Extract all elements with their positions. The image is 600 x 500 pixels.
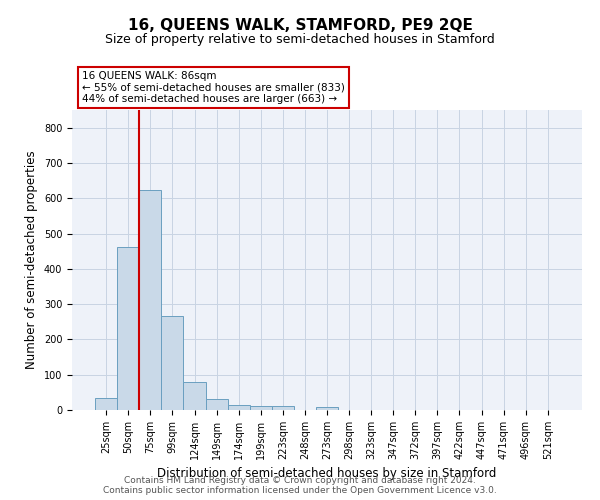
X-axis label: Distribution of semi-detached houses by size in Stamford: Distribution of semi-detached houses by …: [157, 468, 497, 480]
Y-axis label: Number of semi-detached properties: Number of semi-detached properties: [25, 150, 38, 370]
Text: Size of property relative to semi-detached houses in Stamford: Size of property relative to semi-detach…: [105, 32, 495, 46]
Bar: [227, 404, 250, 410]
Text: Contains HM Land Registry data © Crown copyright and database right 2024.
Contai: Contains HM Land Registry data © Crown c…: [103, 476, 497, 495]
Text: 16 QUEENS WALK: 86sqm
← 55% of semi-detached houses are smaller (833)
44% of sem: 16 QUEENS WALK: 86sqm ← 55% of semi-deta…: [82, 71, 345, 104]
Bar: [95, 398, 117, 410]
Bar: [316, 407, 338, 410]
Text: 16, QUEENS WALK, STAMFORD, PE9 2QE: 16, QUEENS WALK, STAMFORD, PE9 2QE: [128, 18, 472, 32]
Bar: [117, 246, 139, 410]
Bar: [250, 406, 272, 410]
Bar: [161, 316, 184, 410]
Bar: [184, 382, 206, 410]
Bar: [139, 190, 161, 410]
Bar: [206, 400, 227, 410]
Bar: [272, 406, 294, 410]
